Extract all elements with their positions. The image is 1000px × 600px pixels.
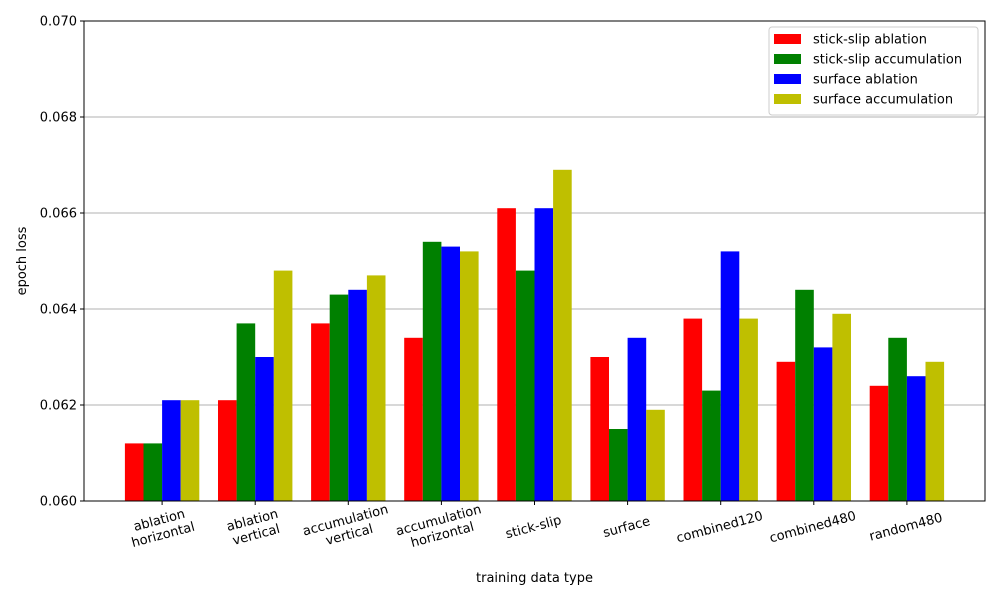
bar	[273, 270, 293, 501]
bar	[832, 313, 851, 501]
y-tick-label: 0.070	[40, 15, 77, 30]
legend: stick-slip ablation stick-slip accumulati…	[768, 26, 979, 116]
bar	[441, 246, 460, 501]
bar	[348, 289, 367, 501]
bar	[553, 169, 572, 502]
y-tick-label: 0.060	[40, 495, 77, 510]
bar	[404, 337, 423, 501]
bar	[255, 357, 274, 501]
bar	[590, 357, 609, 501]
bar	[236, 323, 256, 501]
legend-label: surface ablation	[813, 73, 918, 88]
bar	[776, 361, 796, 501]
bar	[311, 323, 330, 501]
bar	[218, 400, 237, 501]
bar	[795, 289, 814, 501]
bar	[906, 376, 926, 501]
bar	[683, 318, 703, 501]
legend-swatch	[774, 54, 801, 64]
x-tick-label: surface	[602, 514, 652, 541]
legend-box	[768, 26, 979, 116]
bar	[702, 390, 721, 501]
bar	[180, 400, 200, 501]
bar	[813, 347, 833, 501]
y-tick-label: 0.066	[40, 207, 77, 222]
x-axis-ticks: ablationhorizontal ablationvertical accumu…	[126, 501, 945, 554]
y-tick-label: 0.062	[40, 399, 77, 414]
bar	[534, 208, 554, 501]
x-tick-label: ablationhorizontal	[126, 505, 196, 551]
bar	[162, 400, 181, 501]
bar	[646, 409, 665, 501]
bar	[143, 443, 163, 501]
y-axis-ticks: 0.060 0.062 0.064 0.066 0.068 0.070	[40, 15, 84, 510]
x-axis-label: training data type	[476, 571, 593, 586]
legend-swatch	[774, 74, 801, 84]
x-tick-label: combined480	[768, 509, 858, 547]
bar	[869, 385, 889, 501]
legend-label: stick-slip accumulation	[813, 53, 962, 68]
legend-swatch	[774, 94, 801, 104]
bar	[124, 443, 144, 501]
bar	[925, 361, 945, 501]
bar	[888, 337, 907, 501]
legend-swatch	[774, 34, 801, 44]
bars	[124, 169, 945, 502]
y-axis-label: epoch loss	[15, 226, 30, 295]
x-tick-label: accumulationhorizontal	[394, 502, 487, 554]
x-tick-label: combined120	[675, 509, 765, 547]
bar	[329, 294, 349, 501]
bar	[609, 429, 628, 501]
legend-label: surface accumulation	[813, 93, 953, 108]
bar	[720, 251, 740, 501]
bar	[739, 318, 758, 501]
x-tick-label: random480	[868, 511, 945, 545]
x-tick-label: ablationvertical	[225, 507, 284, 550]
x-tick-label: stick-slip	[504, 513, 563, 542]
bar	[366, 275, 386, 501]
bar	[460, 251, 479, 501]
bar	[497, 208, 516, 501]
x-tick-label: accumulationvertical	[301, 502, 394, 554]
y-tick-label: 0.064	[40, 303, 77, 318]
legend-label: stick-slip ablation	[813, 33, 927, 48]
bar	[515, 270, 535, 501]
bar	[422, 241, 442, 502]
y-tick-label: 0.068	[40, 111, 77, 126]
bar	[627, 337, 647, 501]
